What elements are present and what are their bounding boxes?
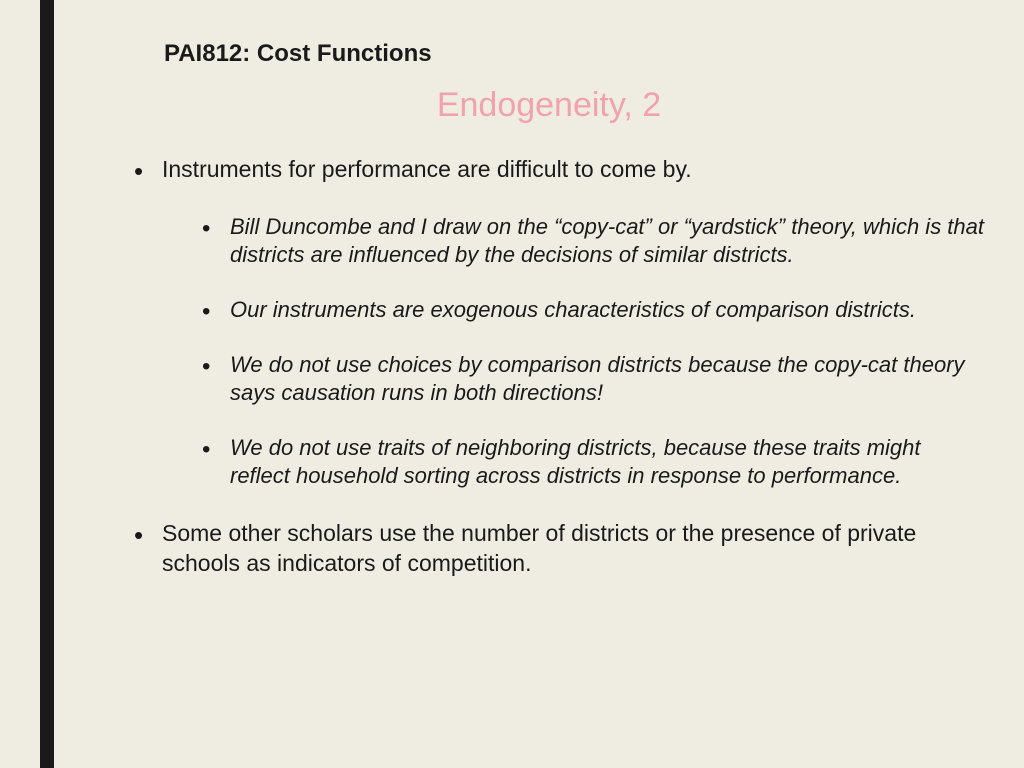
list-item: We do not use traits of neighboring dist…	[202, 434, 984, 491]
sub-bullet-list: Bill Duncombe and I draw on the “copy-ca…	[162, 213, 984, 491]
bullet-text: Instruments for performance are difficul…	[162, 156, 692, 182]
list-item: Our instruments are exogenous characteri…	[202, 296, 984, 325]
sub-bullet-text: Bill Duncombe and I draw on the “copy-ca…	[230, 214, 984, 268]
list-item: Instruments for performance are difficul…	[134, 155, 984, 491]
list-item: We do not use choices by comparison dist…	[202, 351, 984, 408]
sub-bullet-text: We do not use choices by comparison dist…	[230, 352, 965, 406]
course-header: PAI812: Cost Functions	[164, 40, 984, 68]
slide-title: Endogeneity, 2	[114, 86, 984, 125]
bullet-list: Instruments for performance are difficul…	[114, 155, 984, 579]
sub-bullet-text: We do not use traits of neighboring dist…	[230, 435, 921, 489]
sub-bullet-text: Our instruments are exogenous characteri…	[230, 297, 916, 322]
slide-body: PAI812: Cost Functions Endogeneity, 2 In…	[54, 0, 1024, 768]
list-item: Bill Duncombe and I draw on the “copy-ca…	[202, 213, 984, 270]
list-item: Some other scholars use the number of di…	[134, 519, 984, 579]
bullet-text: Some other scholars use the number of di…	[162, 520, 916, 576]
accent-bar	[40, 0, 54, 768]
